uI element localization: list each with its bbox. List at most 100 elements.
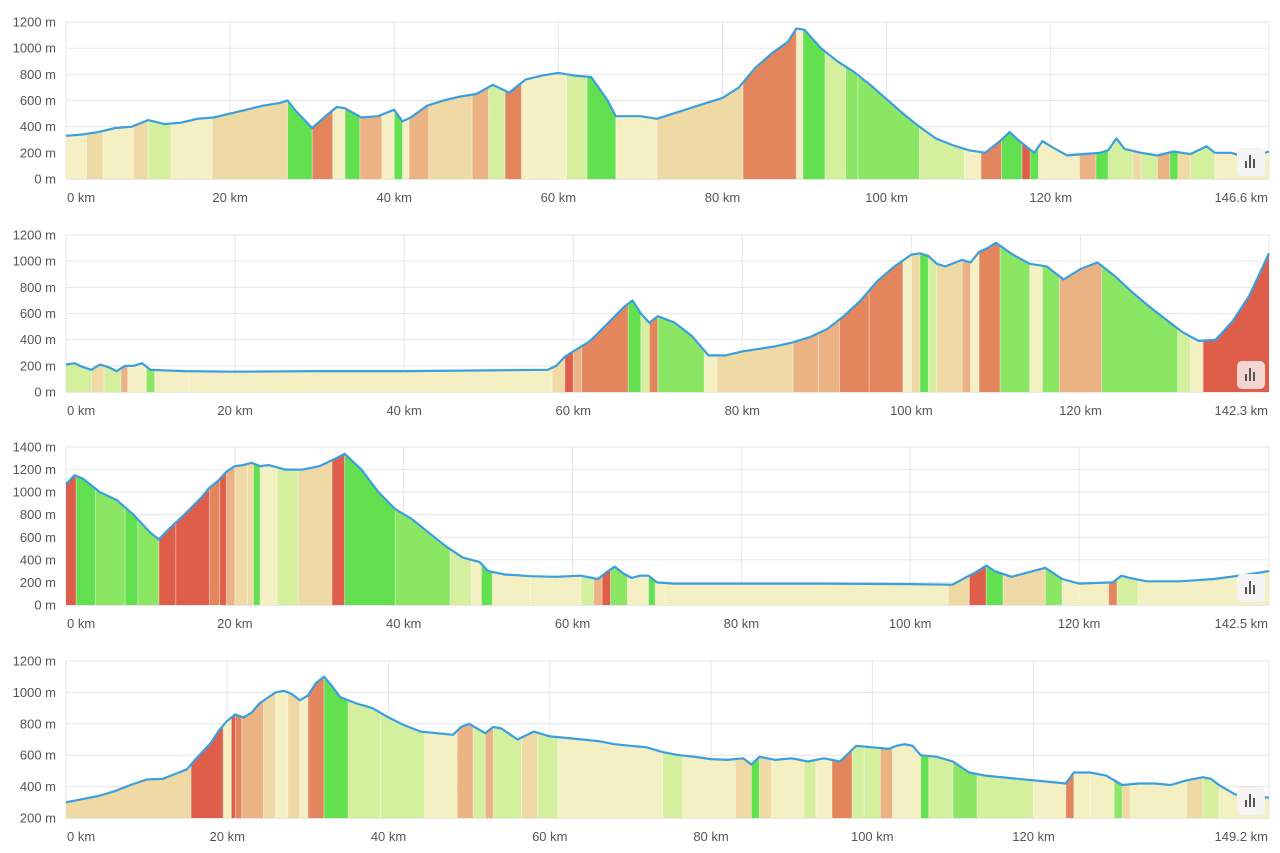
y-tick-label: 1200 m [13, 654, 56, 669]
x-tick-label: 80 km [705, 190, 740, 205]
grade-segment [649, 242, 659, 392]
grade-toggle-button[interactable] [1237, 361, 1265, 389]
grade-segment [231, 676, 236, 818]
elevation-line [65, 452, 1270, 586]
grade-segment [299, 676, 309, 818]
grade-segment [493, 676, 522, 818]
x-tick-label: 120 km [1058, 616, 1101, 631]
grade-segment [962, 242, 971, 392]
grade-segment [324, 676, 349, 818]
grade-segment [86, 28, 104, 179]
grade-segment [190, 676, 224, 818]
x-tick-label: 142.3 km [1215, 403, 1268, 418]
x-tick-label: 20 km [217, 616, 252, 631]
grade-segment [312, 28, 333, 179]
y-tick-label: 0 m [34, 172, 56, 187]
x-tick-label: 20 km [210, 829, 245, 844]
x-tick-label: 0 km [67, 829, 95, 844]
grade-segment [450, 453, 472, 605]
grade-segment [802, 28, 826, 179]
grade-segment [1090, 676, 1115, 818]
y-tick-label: 600 m [20, 306, 56, 321]
grade-segment [602, 453, 611, 605]
grade-segment [1033, 676, 1067, 818]
grade-segment [219, 453, 227, 605]
icon-bar [1253, 372, 1255, 381]
grade-toggle-button[interactable] [1237, 787, 1265, 815]
y-tick-label: 400 m [20, 552, 56, 567]
grade-segment [751, 676, 760, 818]
grade-segment [409, 28, 430, 179]
grade-segment [682, 676, 736, 818]
x-tick-label: 0 km [67, 616, 95, 631]
grade-segment [919, 242, 929, 392]
grade-segment [1045, 453, 1063, 605]
y-tick-label: 1000 m [13, 41, 56, 56]
x-tick-label: 40 km [386, 403, 421, 418]
y-tick-label: 200 m [20, 811, 56, 826]
y-tick-label: 400 m [20, 779, 56, 794]
x-tick-label: 60 km [541, 190, 576, 205]
y-tick-label: 800 m [20, 67, 56, 82]
grade-segment [1202, 676, 1220, 818]
x-tick-label: 0 km [67, 403, 95, 418]
icon-bar [1245, 374, 1247, 381]
grade-segment [287, 676, 301, 818]
x-tick-label: 80 km [693, 829, 728, 844]
grade-toggle-button[interactable] [1237, 148, 1265, 176]
icon-bar [1245, 161, 1247, 168]
grade-segment [825, 28, 846, 179]
icon-bar [1245, 587, 1247, 594]
grade-segment [344, 453, 396, 605]
icon-bar [1253, 585, 1255, 594]
grade-segment [793, 242, 819, 392]
icon-bar [1249, 155, 1251, 168]
grade-segment [380, 676, 426, 818]
grade-segment [1122, 676, 1131, 818]
grade-segment [969, 453, 987, 605]
grade-segment [557, 676, 663, 818]
grade-segment [247, 453, 254, 605]
y-tick-label: 800 m [20, 280, 56, 295]
x-tick-label: 60 km [556, 403, 591, 418]
grade-segment [979, 242, 1001, 392]
grade-segment [716, 242, 794, 392]
grade-segment [919, 28, 965, 179]
x-tick-label: 100 km [890, 403, 933, 418]
grade-segment [1108, 28, 1134, 179]
elevation-line [65, 27, 1270, 160]
grade-segment [735, 676, 752, 818]
icon-bar [1249, 581, 1251, 594]
grade-segment [1029, 242, 1043, 392]
grade-segment [970, 242, 980, 392]
grade-segment [485, 676, 494, 818]
x-tick-label: 0 km [67, 190, 95, 205]
grade-segment [656, 28, 744, 179]
grade-segment [125, 453, 139, 605]
grade-segment [615, 28, 658, 179]
grade-segment [235, 676, 243, 818]
grade-segment [223, 676, 232, 818]
grade-segment [492, 453, 531, 605]
elevation-line [65, 241, 1270, 373]
x-tick-label: 120 km [1012, 829, 1055, 844]
grade-segment [241, 676, 264, 818]
x-tick-label: 20 km [217, 403, 252, 418]
grade-toggle-button[interactable] [1237, 574, 1265, 602]
grade-segment [796, 28, 804, 179]
grade-segment [521, 28, 567, 179]
grade-segment [803, 676, 817, 818]
grade-segment [928, 242, 938, 392]
x-tick-label: 149.2 km [1215, 829, 1268, 844]
grade-segment [1073, 676, 1091, 818]
y-tick-label: 600 m [20, 93, 56, 108]
y-tick-label: 0 m [34, 385, 56, 400]
x-tick-label: 100 km [851, 829, 894, 844]
grade-segment [1030, 28, 1039, 179]
elevation-chart-1: 0 m 200 m 400 m 600 m 800 m 1000 m 1200 m 0 km 2… [13, 15, 1270, 205]
grade-segment [1132, 28, 1142, 179]
grade-segment [573, 242, 582, 392]
grade-segment [1169, 28, 1179, 179]
grade-segment [580, 453, 594, 605]
